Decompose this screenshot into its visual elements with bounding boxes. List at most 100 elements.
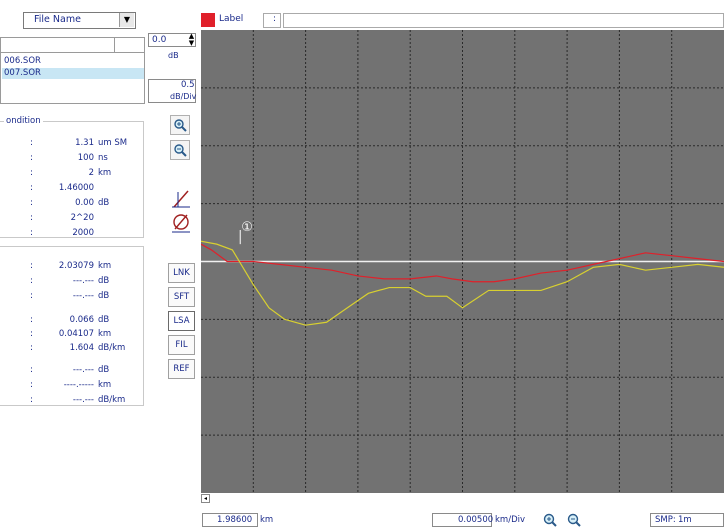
offset-value: 0.0 xyxy=(152,35,167,45)
marker-cut-button[interactable] xyxy=(170,188,192,210)
file-selection-highlight xyxy=(2,68,144,79)
row-colon: : xyxy=(30,380,34,390)
zoom-out-icon xyxy=(174,144,187,157)
horizontal-scrollbar[interactable] xyxy=(201,493,724,505)
marker-label: ① xyxy=(241,220,253,235)
file-name-combo[interactable] xyxy=(23,12,136,29)
row-colon: : xyxy=(30,276,34,286)
scale-unit: dB/Div xyxy=(170,92,197,101)
row-colon: : xyxy=(30,365,34,375)
row-colon: : xyxy=(30,261,34,271)
row-unit: dB xyxy=(98,315,110,325)
row-unit: dB/km xyxy=(98,395,126,405)
row-colon: : xyxy=(30,228,34,238)
list-item[interactable]: 006.SOR xyxy=(4,56,41,66)
zoom-out-horizontal-button[interactable] xyxy=(566,512,582,528)
row-unit: km xyxy=(98,168,112,178)
row-unit: um SM xyxy=(98,138,128,148)
row-value: ---.--- xyxy=(72,276,94,286)
row-value: ---.--- xyxy=(72,291,94,301)
row-unit: dB/km xyxy=(98,343,126,353)
row-value: 2.03079 xyxy=(58,261,94,271)
row-unit: ns xyxy=(98,153,108,163)
file-name-combo-label: File Name xyxy=(34,14,81,25)
marker-cut-icon xyxy=(172,190,190,208)
row-value: ----.----- xyxy=(63,380,94,390)
zoom-out-vertical-button[interactable] xyxy=(170,140,190,160)
side-button-fil[interactable]: FIL xyxy=(168,335,195,355)
side-button-sft[interactable]: SFT xyxy=(168,287,195,307)
results-group xyxy=(0,246,144,406)
row-unit: km xyxy=(98,329,112,339)
row-value: ---.--- xyxy=(72,395,94,405)
label-input[interactable] xyxy=(283,13,724,28)
row-value: 2^20 xyxy=(70,213,94,223)
row-unit: dB xyxy=(98,291,110,301)
side-button-ref[interactable]: REF xyxy=(168,359,195,379)
row-value: 100 xyxy=(77,153,94,163)
row-colon: : xyxy=(30,315,34,325)
smp-label: SMP: xyxy=(655,515,676,525)
marker-clear-button[interactable] xyxy=(170,212,192,234)
row-value: 2000 xyxy=(72,228,94,238)
scale-value: 0.5 xyxy=(181,80,195,90)
hscale-field[interactable] xyxy=(432,513,492,527)
row-colon: : xyxy=(30,183,34,193)
side-button-lsa[interactable]: LSA xyxy=(168,311,195,331)
condition-group-title: ondition xyxy=(4,116,43,126)
chevron-down-icon[interactable]: ▼ xyxy=(119,13,134,27)
row-colon: : xyxy=(30,291,34,301)
label-separator-box xyxy=(263,13,281,28)
label-color-swatch[interactable] xyxy=(201,13,215,27)
row-colon: : xyxy=(30,213,34,223)
row-colon: : xyxy=(30,168,34,178)
row-value: 1.31 xyxy=(75,138,94,148)
trace-line-red xyxy=(200,243,724,283)
file-list-header-name[interactable] xyxy=(0,38,115,53)
zoom-out-icon xyxy=(567,513,581,527)
row-value: ---.--- xyxy=(72,365,94,375)
zoom-in-icon xyxy=(174,119,187,132)
label-colon: : xyxy=(273,14,277,24)
position-value: 1.98600 xyxy=(217,515,253,525)
offset-unit: dB xyxy=(168,51,179,60)
row-unit: km xyxy=(98,380,112,390)
row-unit: dB xyxy=(98,276,110,286)
row-unit: km xyxy=(98,261,112,271)
row-colon: : xyxy=(30,198,34,208)
row-colon: : xyxy=(30,138,34,148)
trace-chart[interactable]: ① xyxy=(200,30,724,493)
offset-spinner[interactable] xyxy=(148,33,196,47)
row-unit: dB xyxy=(98,198,110,208)
position-field[interactable] xyxy=(202,513,258,527)
row-value: 1.604 xyxy=(69,343,94,353)
smp-value: 1m xyxy=(678,515,692,525)
row-value: 2 xyxy=(88,168,94,178)
hscale-unit: km/Div xyxy=(495,515,526,525)
row-value: 0.04107 xyxy=(58,329,94,339)
row-unit: dB xyxy=(98,365,110,375)
row-colon: : xyxy=(30,343,34,353)
zoom-in-vertical-button[interactable] xyxy=(170,115,190,135)
hscale-value: 0.00500 xyxy=(458,515,494,525)
scroll-left-icon[interactable]: ◂ xyxy=(201,494,210,503)
marker-clear-icon xyxy=(172,214,190,233)
row-value: 1.46000 xyxy=(58,183,94,193)
row-colon: : xyxy=(30,395,34,405)
spinner-arrows-icon[interactable]: ▲ ▼ xyxy=(188,32,195,47)
side-button-lnk[interactable]: LNK xyxy=(168,263,195,283)
position-unit: km xyxy=(260,515,274,525)
zoom-in-horizontal-button[interactable] xyxy=(542,512,558,528)
trace-plot[interactable]: ① xyxy=(200,30,724,493)
row-colon: : xyxy=(30,329,34,339)
scale-field[interactable] xyxy=(148,79,196,103)
zoom-in-icon xyxy=(543,513,557,527)
row-value: 0.00 xyxy=(75,198,94,208)
trace-line-yellow xyxy=(200,240,724,326)
condition-group xyxy=(0,121,144,238)
row-colon: : xyxy=(30,153,34,163)
row-value: 0.066 xyxy=(69,315,94,325)
file-list-header-extra[interactable] xyxy=(115,38,144,53)
label-caption: Label xyxy=(219,14,244,24)
list-item[interactable]: 007.SOR xyxy=(4,68,41,78)
